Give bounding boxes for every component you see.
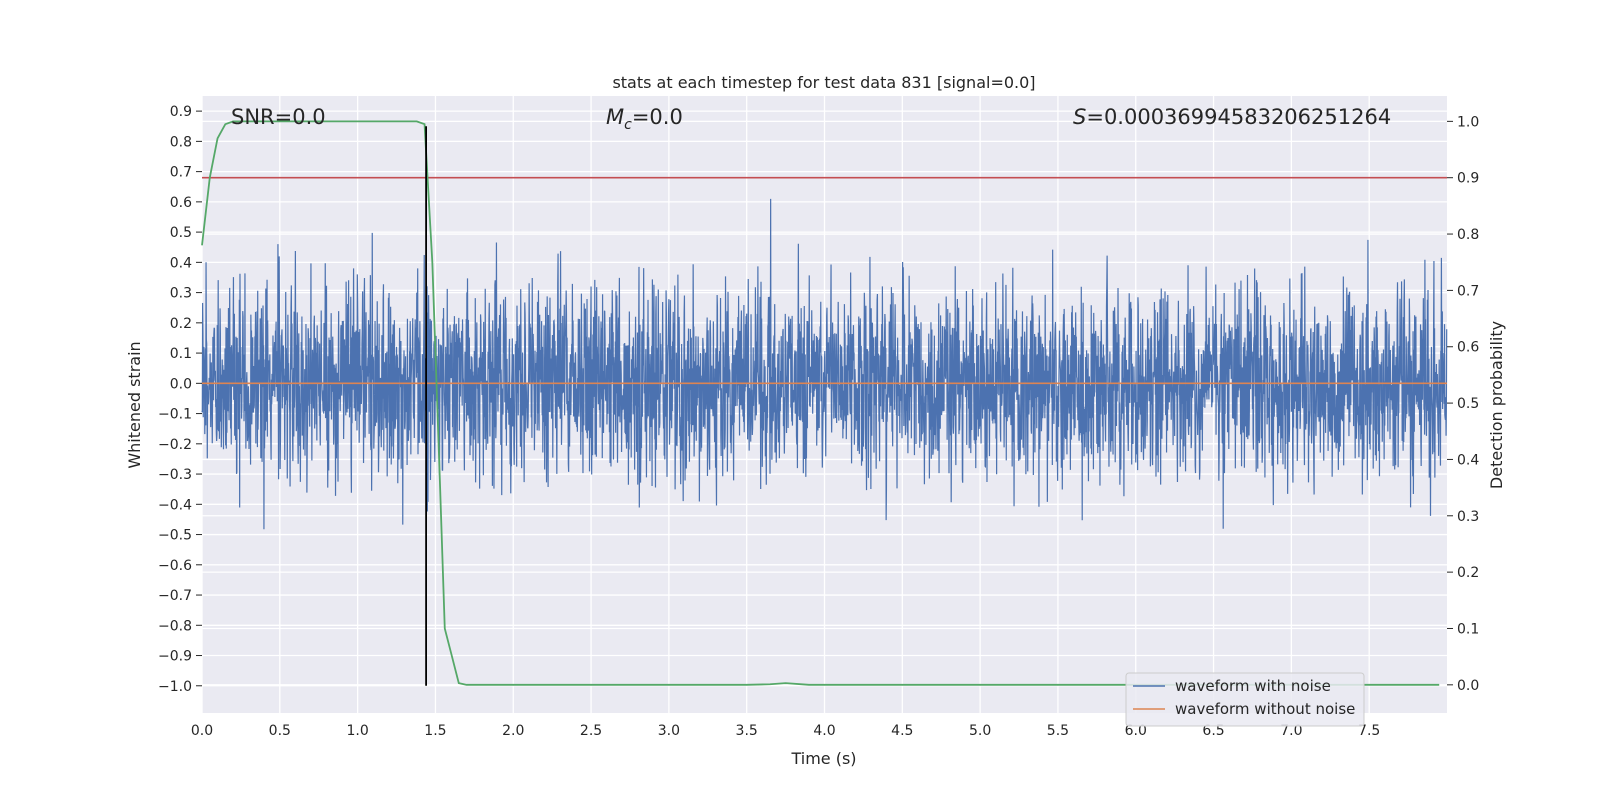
y2-tick-label: 0.2 <box>1457 565 1479 581</box>
x-tick-label: 1.5 <box>424 723 446 739</box>
y-tick-label: −0.4 <box>158 497 192 513</box>
y-tick-label: 0.8 <box>170 134 192 150</box>
x-tick-label: 0.0 <box>191 723 213 739</box>
x-tick-label: 7.0 <box>1280 723 1302 739</box>
y2-tick-label: 0.8 <box>1457 227 1479 243</box>
y2-tick-label: 0.1 <box>1457 621 1479 637</box>
y-axis-label: Whitened strain <box>125 341 144 468</box>
y-tick-label: 0.3 <box>170 286 192 302</box>
legend-label-waveform-without-noise: waveform without noise <box>1175 700 1355 718</box>
y-tick-label: −1.0 <box>158 679 192 695</box>
y2-tick-label: 0.0 <box>1457 678 1479 694</box>
y-tick-label: 0.7 <box>170 165 192 181</box>
x-axis-label: Time (s) <box>790 749 856 768</box>
y2-tick-label: 0.7 <box>1457 283 1479 299</box>
x-axis-ticks: 0.0 0.5 1.0 1.5 2.0 2.5 3.0 3.5 4.0 4.5 5.0 5.5 6.0 6… <box>191 723 1380 739</box>
y-tick-label: 0.9 <box>170 104 192 120</box>
chirp-mass-annotation: Mc=0.0 <box>606 105 683 133</box>
y2-axis-ticks: 1.0 0.9 0.8 0.7 0.6 0.5 0.4 0.3 0.2 0.1 0.0 <box>1447 114 1479 694</box>
x-tick-label: 4.0 <box>813 723 835 739</box>
legend-box <box>1125 672 1365 727</box>
y2-tick-label: 0.6 <box>1457 340 1479 356</box>
y-axis-ticks: 0.9 0.8 0.7 0.6 0.5 0.4 0.3 0.2 0.1 0.0 −0.1 −0.2 −0… <box>158 104 202 695</box>
legend: waveform with noise waveform without noi… <box>1125 672 1365 727</box>
x-tick-label: 6.0 <box>1125 723 1147 739</box>
chart-title: stats at each timestep for test data 831… <box>612 73 1035 92</box>
y-tick-label: 0.5 <box>170 225 192 241</box>
x-tick-label: 5.5 <box>1047 723 1069 739</box>
y-tick-label: −0.3 <box>158 467 192 483</box>
y-tick-label: 0.2 <box>170 316 192 332</box>
y-tick-label: 0.0 <box>170 376 192 392</box>
y-tick-label: 0.6 <box>170 195 192 211</box>
y2-tick-label: 0.5 <box>1457 396 1479 412</box>
x-tick-label: 5.0 <box>969 723 991 739</box>
y2-tick-label: 0.4 <box>1457 452 1479 468</box>
y2-tick-label: 0.9 <box>1457 171 1479 187</box>
snr-annotation: SNR=0.0 <box>231 105 326 129</box>
x-tick-label: 1.0 <box>346 723 368 739</box>
x-tick-label: 6.5 <box>1202 723 1224 739</box>
s-annotation: S=0.00036994583206251264 <box>1073 105 1391 129</box>
y-tick-label: −0.1 <box>158 407 192 423</box>
y-tick-label: 0.4 <box>170 255 192 271</box>
y2-tick-label: 1.0 <box>1457 114 1479 130</box>
y-tick-label: −0.5 <box>158 528 192 544</box>
y-tick-label: −0.6 <box>158 558 192 574</box>
y2-tick-label: 0.3 <box>1457 509 1479 525</box>
x-tick-label: 3.5 <box>736 723 758 739</box>
y-tick-label: −0.8 <box>158 618 192 634</box>
x-tick-label: 7.5 <box>1358 723 1380 739</box>
x-tick-label: 0.5 <box>269 723 291 739</box>
x-tick-label: 2.5 <box>580 723 602 739</box>
y-tick-label: 0.1 <box>170 346 192 362</box>
y2-axis-label: Detection probability <box>1487 321 1506 489</box>
x-tick-label: 2.0 <box>502 723 524 739</box>
x-tick-label: 4.5 <box>891 723 913 739</box>
series-detection-probability <box>201 120 1440 686</box>
y-tick-label: −0.7 <box>158 588 192 604</box>
legend-label-waveform-with-noise: waveform with noise <box>1175 677 1331 695</box>
y-tick-label: −0.2 <box>158 437 192 453</box>
x-tick-label: 3.0 <box>658 723 680 739</box>
y-tick-label: −0.9 <box>158 649 192 665</box>
